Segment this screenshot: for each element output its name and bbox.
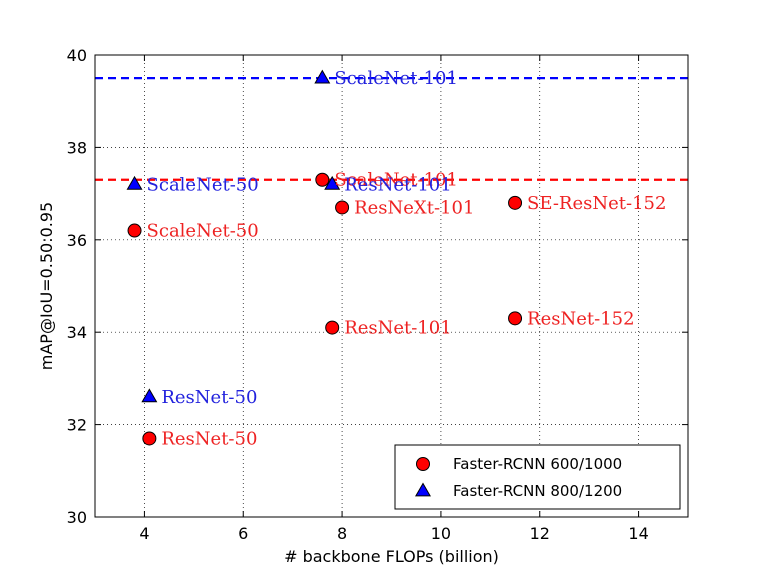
point-marker [126,175,143,190]
point-label: ScaleNet-101 [334,68,458,89]
x-tick-label: 10 [431,524,451,543]
point-marker [324,175,341,190]
point-marker [141,388,158,403]
y-tick-label: 40 [67,46,87,65]
y-tick-label: 30 [67,508,87,527]
x-tick-label: 8 [337,524,347,543]
point-label: ResNet-50 [161,428,257,449]
point-label: ResNet-152 [527,308,635,329]
point-label: ResNet-101 [344,318,452,339]
point-marker [508,195,523,210]
x-tick-label: 4 [139,524,149,543]
legend-marker [416,457,430,471]
reference-lines [95,76,688,181]
legend-box [394,444,681,510]
point-label: ResNeXt-101 [354,197,474,218]
point-marker [314,69,331,84]
x-tick-label: 12 [530,524,550,543]
point-label: SE-ResNet-152 [527,193,666,214]
point-label: ResNet-50 [161,387,257,408]
x-axis-title: # backbone FLOPs (billion) [284,547,499,566]
legend-label: Faster-RCNN 600/1000 [453,455,622,473]
point-label: ScaleNet-101 [334,170,458,191]
y-tick-label: 38 [67,138,87,157]
y-tick-label: 32 [67,416,87,435]
point-labels: ScaleNet-50 ResNet-50 ScaleNet-101 ResNeXt-… [147,68,667,449]
x-tick-label: 14 [628,524,648,543]
legend-marker [415,482,431,497]
point-marker [325,320,340,335]
point-label: ScaleNet-50 [147,174,259,195]
point-marker [335,200,350,215]
point-label: ResNet-101 [344,174,452,195]
point-marker [142,431,157,446]
y-axis-title: mAP@IoU=0.50:0.95 [37,202,56,370]
y-tick-label: 34 [67,323,87,342]
point-marker [508,311,523,326]
legend-label: Faster-RCNN 800/1200 [453,482,622,500]
x-tick-label: 6 [238,524,248,543]
legend: Faster-RCNN 600/1000 Faster-RCNN 800/1200 [394,444,681,510]
point-label: ScaleNet-50 [147,221,259,242]
point-marker [315,172,330,187]
y-tick-label: 36 [67,231,87,250]
data-points [126,69,523,446]
plot-frame [94,54,689,518]
axis-ticks: 4 6 8 10 12 14 30 32 34 36 38 40 [67,46,688,543]
point-marker [127,223,142,238]
